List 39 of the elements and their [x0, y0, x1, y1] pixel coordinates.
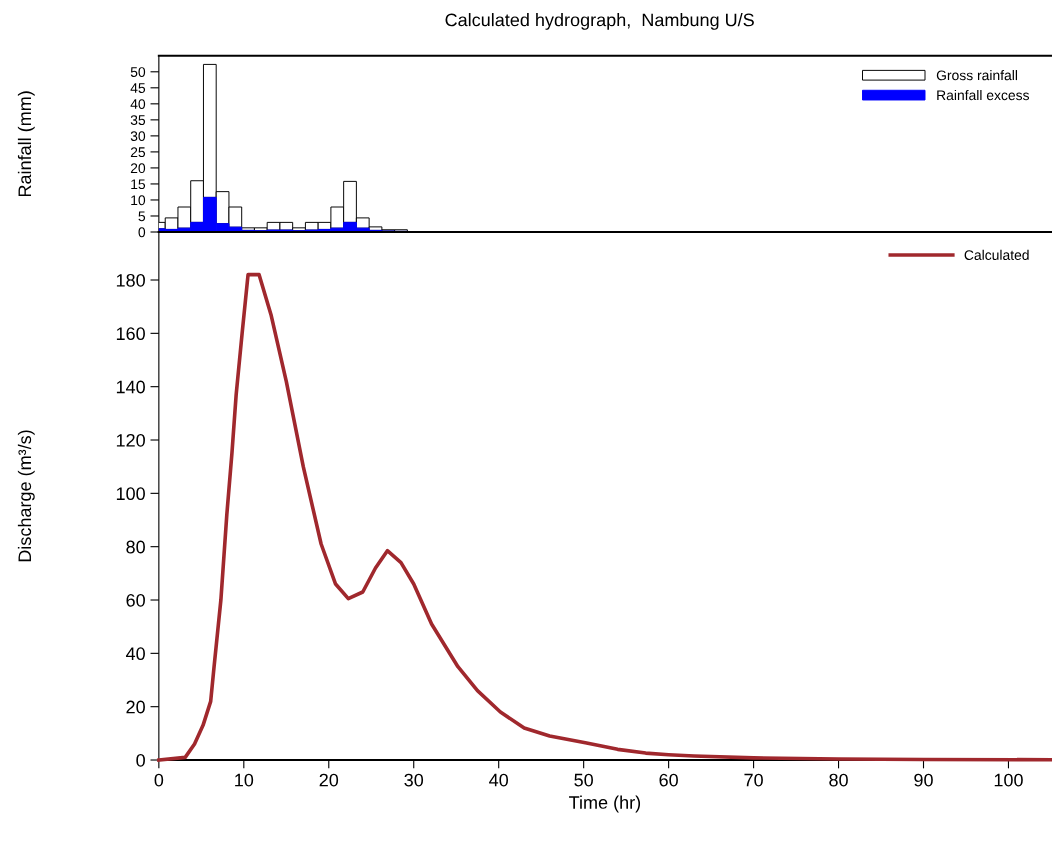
legend-label: Calculated	[964, 249, 1029, 260]
x-tick-label: 10	[235, 773, 254, 787]
y-tick-label: 50	[130, 67, 146, 77]
x-tick-label: 70	[744, 773, 763, 787]
legend-label: Rainfall excess	[937, 89, 1030, 101]
y-tick-label: 140	[116, 380, 145, 394]
y-tick-label: 30	[130, 131, 146, 142]
x-tick-label: 50	[574, 773, 593, 787]
x-tick-label: 100	[994, 773, 1023, 787]
x-tick-label: 90	[914, 773, 933, 787]
y-tick-label: 20	[126, 700, 145, 714]
y-tick-label: 40	[125, 647, 145, 661]
x-tick-label: 20	[319, 773, 339, 787]
y-tick-label: 5	[138, 211, 146, 222]
y-tick-label: 80	[126, 540, 145, 554]
y-tick-label: 25	[130, 147, 146, 158]
y-tick-label: 180	[116, 273, 145, 287]
y-tick-label: 120	[116, 433, 145, 447]
y-tick-label: 40	[130, 99, 146, 109]
y-tick-label: 20	[130, 163, 146, 174]
x-axis-title: Time (hr)	[569, 795, 641, 813]
x-tick-label: 40	[489, 773, 509, 787]
y-tick-label: 0	[136, 753, 145, 767]
x-tick-label: 30	[404, 773, 424, 787]
y-tick-label: 45	[130, 83, 146, 93]
x-tick-label: 60	[659, 773, 678, 787]
y-tick-label: 160	[116, 327, 145, 341]
x-tick-label: 80	[829, 773, 848, 787]
y-tick-label: 15	[131, 179, 146, 190]
y-tick-label: 0	[138, 227, 146, 238]
y-axis-title: Rainfall (mm)	[17, 91, 35, 197]
y-axis-title: Discharge (m³/s)	[17, 430, 35, 562]
y-tick-label: 100	[116, 487, 145, 501]
y-tick-label: 60	[126, 593, 145, 607]
chart-title: Calculated hydrograph, Nambung U/S	[445, 13, 754, 30]
legend-label: Gross rainfall	[936, 70, 1018, 81]
y-tick-label: 35	[130, 115, 146, 126]
y-tick-label: 10	[131, 195, 146, 206]
x-tick-label: 0	[154, 773, 164, 787]
